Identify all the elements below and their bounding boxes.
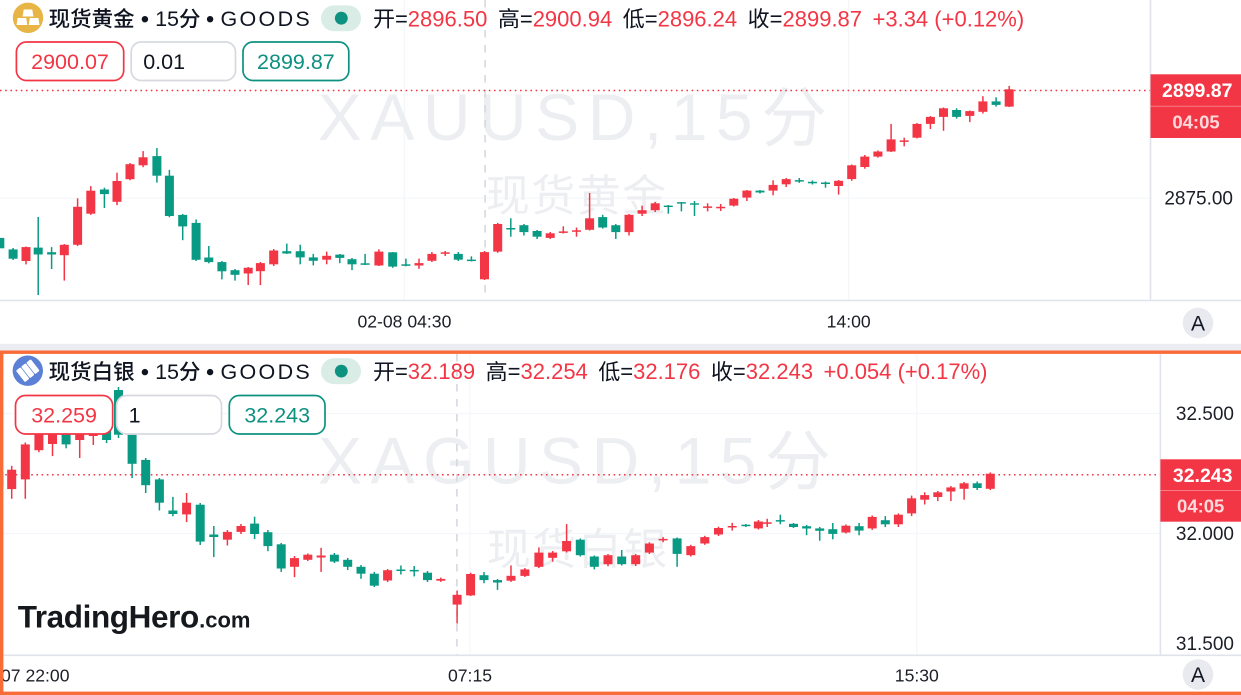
svg-text:=: = [645, 6, 658, 31]
svg-text:2899.87: 2899.87 [1162, 80, 1233, 102]
svg-text:2875.00: 2875.00 [1164, 189, 1233, 210]
svg-text:32.243: 32.243 [1173, 465, 1233, 487]
svg-text:=: = [508, 359, 521, 384]
svg-text:04:05: 04:05 [1172, 112, 1219, 133]
svg-text:31.500: 31.500 [1176, 634, 1234, 655]
svg-text:=: = [395, 359, 408, 384]
svg-text:(+0.12%): (+0.12%) [934, 6, 1024, 31]
svg-text:07 22:00: 07 22:00 [1, 666, 70, 686]
svg-text:2900.07: 2900.07 [31, 50, 109, 74]
svg-text:2899.87: 2899.87 [257, 50, 335, 74]
svg-text:2899.87: 2899.87 [783, 6, 863, 31]
svg-text:02-08 04:30: 02-08 04:30 [357, 312, 451, 332]
svg-text:=: = [520, 6, 533, 31]
svg-text:=: = [733, 359, 746, 384]
svg-text:32.000: 32.000 [1176, 524, 1234, 545]
svg-text:15:30: 15:30 [895, 666, 939, 686]
svg-text:(+0.17%): (+0.17%) [898, 359, 988, 384]
svg-text:2896.50: 2896.50 [408, 6, 488, 31]
svg-text:=: = [620, 359, 633, 384]
svg-text:1: 1 [129, 403, 141, 427]
svg-text:=: = [395, 6, 408, 31]
svg-text:A: A [1191, 312, 1205, 335]
svg-text:+3.34: +3.34 [873, 6, 929, 31]
svg-text:32.259: 32.259 [31, 403, 97, 427]
svg-text:.com: .com [199, 608, 250, 633]
svg-text:2896.24: 2896.24 [658, 6, 738, 31]
svg-text:A: A [1191, 664, 1205, 687]
svg-text:04:05: 04:05 [1177, 496, 1224, 517]
svg-text:32.189: 32.189 [408, 359, 475, 384]
svg-text:07:15: 07:15 [448, 666, 492, 686]
svg-text:32.243: 32.243 [746, 359, 813, 384]
svg-text:32.254: 32.254 [521, 359, 588, 384]
svg-text:2900.94: 2900.94 [533, 6, 613, 31]
svg-text:32.243: 32.243 [244, 403, 310, 427]
svg-text:32.500: 32.500 [1176, 404, 1234, 425]
svg-text:GOODS: GOODS [221, 7, 313, 31]
svg-text:GOODS: GOODS [221, 360, 313, 384]
svg-text:14:00: 14:00 [827, 312, 871, 332]
svg-text:=: = [770, 6, 783, 31]
svg-text:+0.054: +0.054 [824, 359, 892, 384]
svg-text:15: 15 [155, 7, 179, 31]
svg-text:XAUUSD,15: XAUUSD,15 [318, 80, 761, 154]
svg-text:15: 15 [155, 360, 179, 384]
svg-text:32.176: 32.176 [633, 359, 700, 384]
svg-text:XAGUSD,15: XAGUSD,15 [318, 424, 765, 498]
svg-text:TradingHero: TradingHero [18, 599, 199, 635]
svg-text:0.01: 0.01 [143, 50, 185, 74]
